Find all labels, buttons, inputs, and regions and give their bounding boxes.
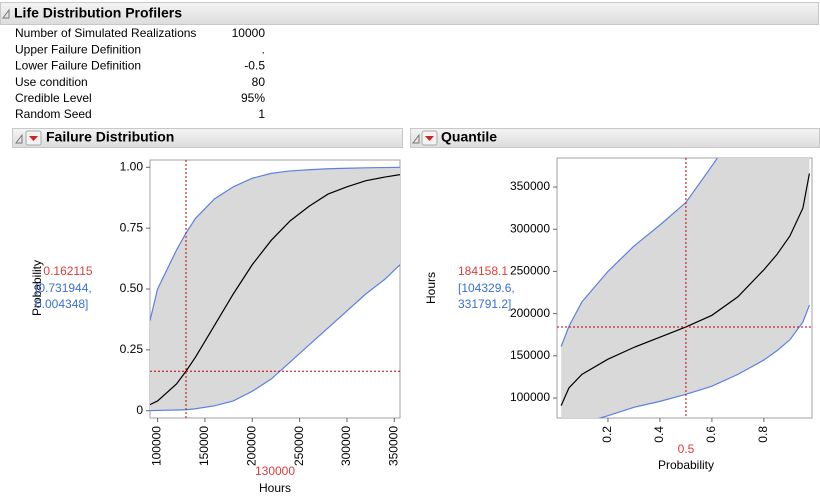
y-tick-label: 0.50 [120, 281, 144, 295]
y-axis-label: Probability [30, 260, 44, 316]
x-tick-label: 200000 [244, 426, 258, 466]
y-tick-label: 100000 [510, 390, 550, 404]
y-tick-label: 250000 [510, 264, 550, 278]
setting-label: Use condition [15, 75, 88, 89]
x-tick-label: 150000 [197, 426, 211, 466]
header-bar [0, 2, 819, 25]
readout-y: 0.162115 [43, 264, 92, 278]
x-tick-label: 250000 [292, 426, 306, 466]
series-line [560, 158, 719, 347]
plot-area [150, 166, 400, 412]
setting-value: 10000 [232, 26, 266, 40]
setting-value: 95% [241, 91, 265, 105]
x-tick-label: 0.8 [756, 426, 770, 443]
setting-value: 1 [258, 107, 265, 121]
y-tick-label: 1.00 [120, 159, 144, 173]
setting-value: -0.5 [244, 59, 265, 73]
y-tick-label: 0 [136, 403, 143, 417]
readout-x: 0.5 [678, 442, 695, 456]
credible-band [150, 167, 400, 411]
setting-label: Upper Failure Definition [15, 42, 141, 56]
x-axis-label: Hours [259, 481, 291, 495]
readout-x: 130000 [255, 464, 295, 478]
setting-value: . [262, 42, 265, 56]
y-tick-label: 0.25 [120, 342, 144, 356]
x-tick-label: 350000 [386, 426, 400, 466]
y-tick-label: 150000 [510, 348, 550, 362]
setting-value: 80 [252, 75, 266, 89]
y-axis-label: Hours [424, 272, 438, 304]
y-tick-label: 200000 [510, 306, 550, 320]
x-tick-label: 0.2 [600, 426, 614, 443]
x-tick-label: 100000 [150, 426, 164, 466]
menu-arrow [425, 136, 434, 141]
setting-label: Random Seed [15, 107, 92, 121]
series-line [150, 174, 400, 406]
readout-interval: [0.731944, [35, 281, 92, 295]
setting-label: Number of Simulated Realizations [15, 26, 196, 40]
series-line [150, 166, 400, 321]
credible-band [561, 158, 810, 418]
y-tick-label: 300000 [510, 221, 550, 235]
collapse-icon[interactable] [15, 133, 23, 144]
y-tick-label: 0.75 [120, 220, 144, 234]
readout-interval: [104329.6, [458, 281, 515, 295]
panel-title: Failure Distribution [46, 129, 174, 145]
series-line [560, 173, 810, 406]
collapse-icon[interactable] [2, 8, 10, 19]
collapse-icon[interactable] [412, 133, 420, 144]
y-tick-label: 350000 [510, 179, 550, 193]
series-line [598, 304, 810, 418]
setting-label: Lower Failure Definition [15, 59, 141, 73]
menu-arrow [29, 136, 38, 141]
plot-area [560, 158, 810, 418]
panel-title: Quantile [441, 129, 497, 145]
readout-interval: 331791.2] [458, 297, 511, 311]
readout-y: 184158.1 [458, 264, 508, 278]
header-title: Life Distribution Profilers [14, 5, 182, 21]
x-tick-label: 0.4 [652, 426, 666, 443]
setting-label: Credible Level [15, 91, 92, 105]
series-line [150, 264, 400, 412]
panel-bar [12, 128, 403, 148]
x-axis-label: Probability [658, 458, 714, 472]
readout-interval: 0.004348] [35, 297, 88, 311]
x-tick-label: 0.6 [704, 426, 718, 443]
x-tick-label: 300000 [339, 426, 353, 466]
